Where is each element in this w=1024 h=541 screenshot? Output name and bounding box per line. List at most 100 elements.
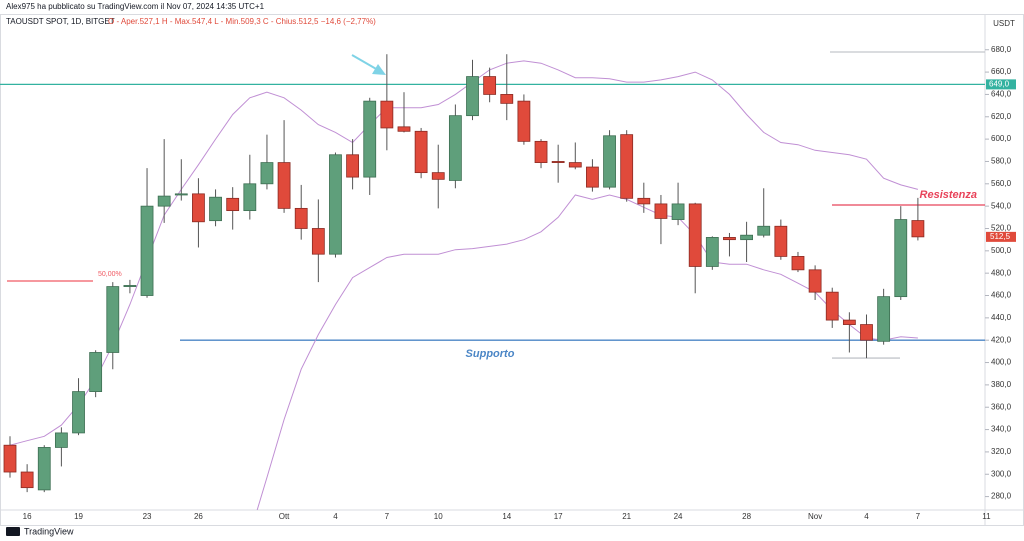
candle-body xyxy=(346,154,360,178)
x-tick-label: 4 xyxy=(864,512,869,521)
y-tick-label: 400,0 xyxy=(991,358,1012,367)
band-line xyxy=(256,194,918,510)
candle-body xyxy=(723,237,736,241)
candle-body xyxy=(740,234,753,241)
candle-body xyxy=(260,162,274,185)
axis-label-bg xyxy=(986,79,1016,90)
candle-body xyxy=(174,193,188,196)
candle-body xyxy=(226,197,240,212)
y-tick-label: 540,0 xyxy=(991,201,1012,210)
symbol: TAOUSDT SPOT, 1D, BITGET xyxy=(6,17,115,26)
x-tick-label: 4 xyxy=(333,512,338,521)
candle-body xyxy=(568,162,582,168)
level-text: 50,00% xyxy=(98,271,122,278)
x-tick-label: 17 xyxy=(554,512,563,521)
y-tick-label: 560,0 xyxy=(991,179,1012,188)
candle-body xyxy=(517,100,531,142)
x-tick-label: Ott xyxy=(279,512,290,521)
candle-body xyxy=(466,76,479,117)
y-tick-label: 600,0 xyxy=(991,134,1012,143)
candle-body xyxy=(209,196,222,222)
y-tick-label: 640,0 xyxy=(991,90,1012,99)
candle-body xyxy=(3,444,17,473)
band-line xyxy=(9,60,919,446)
axis-label: 649,0 xyxy=(989,79,1010,88)
y-tick-label: 520,0 xyxy=(991,224,1012,233)
candle-body xyxy=(448,115,462,181)
candle-body xyxy=(363,100,377,178)
candle-body xyxy=(637,197,651,205)
candle-body xyxy=(860,324,873,341)
candle-body xyxy=(586,166,599,188)
candle-body xyxy=(414,130,428,174)
candle-body xyxy=(877,296,891,342)
candle-body xyxy=(791,256,805,271)
candle-body xyxy=(243,183,257,212)
candle-body xyxy=(277,162,291,209)
x-tick-label: 10 xyxy=(434,512,443,521)
y-tick-label: 380,0 xyxy=(991,380,1012,389)
published-note: Alex975 ha pubblicato su TradingView.com… xyxy=(6,2,265,11)
y-tick-label: 480,0 xyxy=(991,268,1012,277)
candle-body xyxy=(123,285,137,287)
candle-body xyxy=(294,207,308,229)
candle-body xyxy=(37,447,51,491)
candle-body xyxy=(140,205,154,296)
x-tick-label: 19 xyxy=(74,512,83,521)
candle-body xyxy=(620,134,634,199)
candle-body xyxy=(894,219,908,298)
y-tick-label: 580,0 xyxy=(991,157,1012,166)
y-tick-label: 680,0 xyxy=(991,45,1012,54)
candle-body xyxy=(89,352,103,392)
last-price-bg xyxy=(986,231,1016,242)
x-tick-label: 21 xyxy=(622,512,631,521)
x-tick-label: Nov xyxy=(808,512,822,521)
y-tick-label: 300,0 xyxy=(991,469,1012,478)
x-tick-label: 23 xyxy=(143,512,152,521)
candle-body xyxy=(705,237,719,267)
x-tick-label: 28 xyxy=(742,512,751,521)
y-tick-label: 420,0 xyxy=(991,335,1012,344)
x-tick-label: 14 xyxy=(502,512,511,521)
y-tick-label: 460,0 xyxy=(991,291,1012,300)
last-price-label: 512,5 xyxy=(990,232,1011,241)
candle-body xyxy=(842,319,856,325)
x-tick-label: 26 xyxy=(194,512,203,521)
candle-body xyxy=(808,269,822,293)
candle-body xyxy=(757,225,771,236)
candle-body xyxy=(380,100,394,129)
y-tick-label: 440,0 xyxy=(991,313,1012,322)
x-tick-label: 24 xyxy=(674,512,683,521)
candle-body xyxy=(329,154,342,255)
candle-body xyxy=(192,193,205,223)
candle-body xyxy=(825,291,839,321)
currency: USDT xyxy=(993,19,1015,28)
candle-body xyxy=(500,94,514,104)
y-tick-label: 620,0 xyxy=(991,112,1012,121)
x-tick-label: 16 xyxy=(23,512,32,521)
candle-body xyxy=(688,203,702,267)
candle-body xyxy=(20,471,34,489)
candle-body xyxy=(311,228,325,255)
y-tick-label: 280,0 xyxy=(991,492,1012,501)
brand: TradingView xyxy=(24,526,74,536)
y-tick-label: 320,0 xyxy=(991,447,1012,456)
y-tick-label: 660,0 xyxy=(991,67,1012,76)
candle-body xyxy=(911,220,925,238)
y-tick-label: 340,0 xyxy=(991,425,1012,434)
candle-body xyxy=(397,126,411,132)
candle-body xyxy=(54,432,68,448)
candle-body xyxy=(654,203,668,219)
candle-body xyxy=(534,140,548,163)
candle-body xyxy=(551,161,565,163)
candle-body xyxy=(72,391,85,434)
level-text: Supporto xyxy=(466,348,515,360)
x-tick-label: 11 xyxy=(982,512,991,521)
candle-body xyxy=(157,195,171,207)
y-tick-label: 500,0 xyxy=(991,246,1012,255)
ohlc-legend: O - Aper.527,1 H - Max.547,4 L - Min.509… xyxy=(108,17,376,26)
x-tick-label: 7 xyxy=(916,512,921,521)
arrow xyxy=(351,54,386,75)
